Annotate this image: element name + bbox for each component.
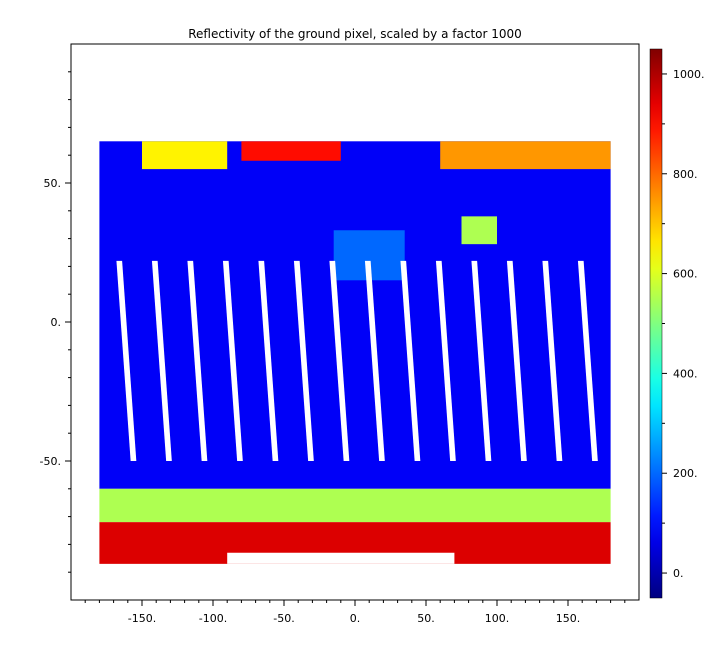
colorbar-tick-label: 1000. (673, 68, 705, 81)
no-data-swath (364, 260, 385, 461)
no-data-swath (151, 260, 172, 461)
x-tick-label: 150. (556, 612, 581, 625)
region-himalaya (461, 216, 497, 245)
colorbar-scale (649, 48, 663, 599)
x-tick-label: 0. (350, 612, 361, 625)
region-ocean-background (99, 141, 611, 489)
no-data-swath (258, 260, 279, 461)
no-data-swath (329, 260, 350, 461)
x-tick-label: -150. (128, 612, 156, 625)
colorbar-tick-label: 600. (673, 268, 698, 281)
chart-title: Reflectivity of the ground pixel, scaled… (188, 27, 522, 41)
region-antarctic-sea-ice (99, 488, 611, 523)
no-data-swath (293, 260, 314, 461)
no-data-swath (400, 260, 421, 461)
no-data-swath (506, 260, 527, 461)
colorbar: 0. 200. 400. 600. 800. 1000. (649, 48, 705, 599)
x-tick-label: -100. (199, 612, 227, 625)
no-data-swath (577, 260, 598, 461)
y-tick-label: 50. (44, 177, 62, 190)
no-data-swath (435, 260, 456, 461)
x-tick-label: -50. (273, 612, 294, 625)
x-tick-label: 50. (417, 612, 435, 625)
colorbar-tick-label: 400. (673, 367, 698, 380)
colorbar-tick-label: 0. (673, 567, 684, 580)
colorbar-tick-label: 800. (673, 168, 698, 181)
no-data-swath (471, 260, 492, 461)
y-tick-label: 0. (51, 316, 62, 329)
y-axis: 50. 0. -50. (40, 71, 71, 573)
y-tick-label: -50. (40, 455, 61, 468)
no-data-south (227, 552, 455, 564)
region-greenland-arctic (241, 141, 341, 161)
no-data-swath (187, 260, 208, 461)
region-north-canada (142, 141, 228, 170)
region-siberia-snow (440, 141, 611, 170)
x-tick-label: 100. (485, 612, 510, 625)
no-data-swath (222, 260, 243, 461)
colorbar-tick-label: 200. (673, 467, 698, 480)
no-data-swath (542, 260, 563, 461)
x-axis: -150. -100. -50. 0. 50. 100. 150. (84, 600, 626, 625)
no-data-swath (116, 260, 137, 461)
plot-area (70, 43, 640, 601)
